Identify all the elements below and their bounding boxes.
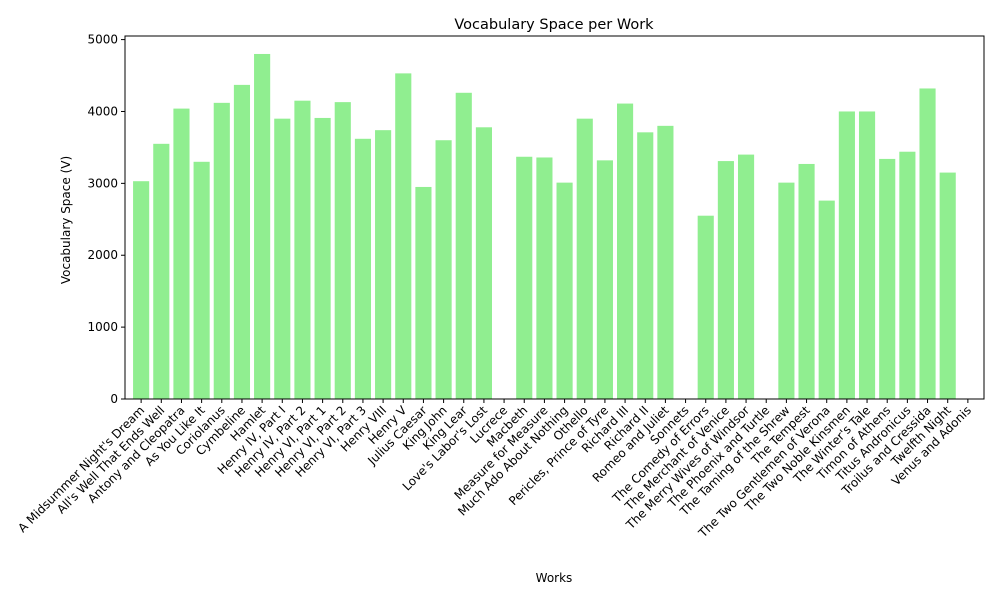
bar [153, 143, 170, 399]
bar [838, 111, 855, 399]
y-tick-label: 0 [110, 392, 118, 406]
bar [939, 172, 956, 399]
bar [657, 125, 674, 399]
bar [879, 158, 896, 399]
bar [233, 84, 251, 399]
bar [858, 111, 876, 399]
bar [455, 92, 472, 400]
bar [637, 132, 654, 399]
bar [697, 215, 714, 399]
bar [314, 117, 331, 400]
bar [193, 161, 210, 399]
y-axis-label: Vocabulary Space (V) [59, 156, 73, 284]
bar [254, 53, 271, 399]
y-axis: 0 1000 2000 3000 4000 5000 [87, 33, 125, 406]
bar [536, 157, 553, 399]
bar [737, 154, 755, 399]
bar [274, 118, 291, 400]
bar [435, 140, 452, 399]
bar [617, 103, 634, 400]
bar [415, 186, 432, 399]
bar [576, 118, 593, 400]
bar [213, 102, 230, 400]
bar [596, 160, 613, 399]
y-tick-label: 1000 [87, 320, 118, 334]
bar [778, 182, 795, 399]
bar [556, 182, 573, 399]
x-axis-label: Works [536, 571, 573, 585]
bar [334, 102, 351, 400]
bar [899, 151, 916, 399]
y-tick-label: 3000 [87, 176, 118, 190]
bars-group [133, 53, 956, 400]
bar [516, 156, 533, 399]
bar [294, 100, 311, 400]
bar [133, 181, 150, 399]
bar [395, 73, 412, 399]
bar [173, 108, 190, 399]
bar [919, 88, 936, 399]
plot-frame [124, 35, 985, 400]
bar [354, 138, 372, 399]
bar [717, 161, 734, 399]
bar [798, 163, 815, 399]
bar [475, 127, 492, 399]
bar [818, 200, 835, 399]
bar [375, 130, 392, 399]
y-tick-label: 5000 [87, 33, 118, 47]
y-tick-label: 4000 [87, 104, 118, 118]
chart-title: Vocabulary Space per Work [454, 17, 654, 33]
y-tick-label: 2000 [87, 248, 118, 262]
